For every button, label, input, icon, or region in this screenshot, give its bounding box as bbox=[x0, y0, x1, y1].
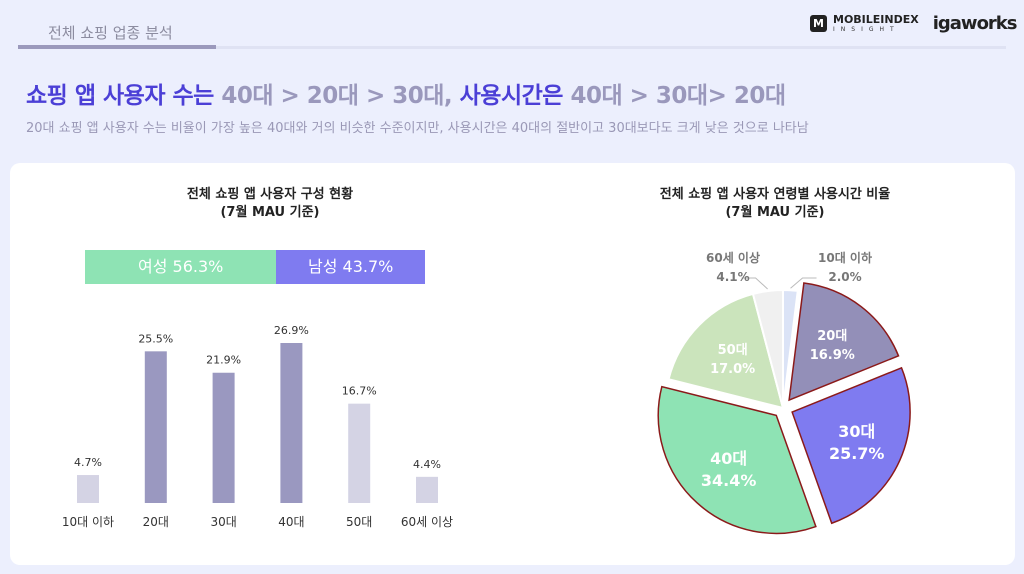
leader-line bbox=[790, 277, 817, 289]
pie-subtitle: (7월 MAU 기준) bbox=[725, 205, 825, 220]
pie-slice-2 bbox=[791, 366, 911, 525]
x-tick-label: 60세 이상 bbox=[401, 515, 453, 529]
bar-value-label: 25.5% bbox=[138, 332, 173, 345]
pie-category-label: 60세 이상 bbox=[706, 250, 760, 265]
pie-value-label: 4.1% bbox=[716, 270, 749, 284]
bar-value-label: 26.9% bbox=[274, 324, 309, 337]
headline-b: 40대 > 20대 > 30대, bbox=[221, 83, 460, 109]
pie-slice-1 bbox=[788, 282, 900, 402]
pie-slice-3 bbox=[657, 385, 817, 535]
pie-category-label: 40대 bbox=[710, 449, 747, 468]
logo-main: MOBILEINDEX bbox=[833, 12, 919, 26]
pie-value-label: 2.0% bbox=[828, 270, 861, 284]
leader-line bbox=[741, 277, 768, 290]
brand-logo: igaworks bbox=[932, 13, 1018, 34]
x-tick-label: 50대 bbox=[346, 515, 372, 529]
section-indicator bbox=[18, 45, 216, 49]
female-share-bar: 여성 56.3% bbox=[85, 250, 277, 284]
bar-3 bbox=[280, 343, 303, 503]
mobileindex-icon: M bbox=[810, 15, 827, 32]
section-title: 전체 쇼핑 업종 분석 bbox=[48, 24, 173, 42]
x-tick-label: 40대 bbox=[278, 515, 304, 529]
pie-category-label: 20대 bbox=[817, 329, 847, 344]
bar-5 bbox=[416, 476, 438, 503]
bar-value-label: 4.4% bbox=[413, 458, 441, 471]
headline-d: 40대 > 30대> 20대 bbox=[570, 83, 786, 109]
bar-title: 전체 쇼핑 앱 사용자 구성 현황 bbox=[186, 187, 354, 202]
pie-chart-title: 전체 쇼핑 앱 사용자 연령별 사용시간 비율 (7월 MAU 기준) bbox=[620, 186, 930, 222]
bar-value-label: 21.9% bbox=[206, 354, 241, 367]
bar-2 bbox=[212, 372, 235, 503]
x-tick-label: 30대 bbox=[210, 515, 236, 529]
pie-title: 전체 쇼핑 앱 사용자 연령별 사용시간 비율 bbox=[659, 187, 891, 202]
headline: 쇼핑 앱 사용자 수는 40대 > 20대 > 30대, 사용시간은 40대 >… bbox=[26, 76, 786, 110]
headline-a: 쇼핑 앱 사용자 수는 bbox=[26, 83, 222, 109]
subtitle: 20대 쇼핑 앱 사용자 수는 비율이 가장 높은 40대와 거의 비슷한 수준… bbox=[26, 121, 809, 136]
logo: M MOBILEINDEX INSIGHT igaworks bbox=[810, 13, 1017, 34]
pie-value-label: 34.4% bbox=[701, 471, 757, 490]
bar-1 bbox=[144, 351, 167, 503]
pie-category-label: 10대 이하 bbox=[818, 250, 872, 265]
pie-category-label: 50대 bbox=[718, 343, 748, 358]
x-tick-label: 10대 이하 bbox=[62, 515, 114, 529]
male-share-bar: 남성 43.7% bbox=[276, 250, 425, 284]
bar-4 bbox=[348, 403, 371, 503]
pie-slice-4 bbox=[667, 292, 785, 410]
pie-value-label: 16.9% bbox=[810, 348, 855, 363]
bar-0 bbox=[77, 475, 99, 503]
pie-value-label: 17.0% bbox=[710, 362, 755, 377]
logo-sub: INSIGHT bbox=[833, 25, 900, 33]
x-tick-label: 20대 bbox=[143, 515, 169, 529]
bar-chart-title: 전체 쇼핑 앱 사용자 구성 현황 (7월 MAU 기준) bbox=[120, 186, 420, 222]
pie-slice-5 bbox=[751, 288, 784, 409]
headline-c: 사용시간은 bbox=[459, 83, 571, 109]
bar-subtitle: (7월 MAU 기준) bbox=[220, 205, 320, 220]
bar-value-label: 4.7% bbox=[74, 456, 102, 469]
pie-category-label: 30대 bbox=[838, 422, 875, 441]
pie-value-label: 25.7% bbox=[829, 444, 885, 463]
divider bbox=[18, 46, 1006, 49]
bar-value-label: 16.7% bbox=[342, 385, 377, 398]
